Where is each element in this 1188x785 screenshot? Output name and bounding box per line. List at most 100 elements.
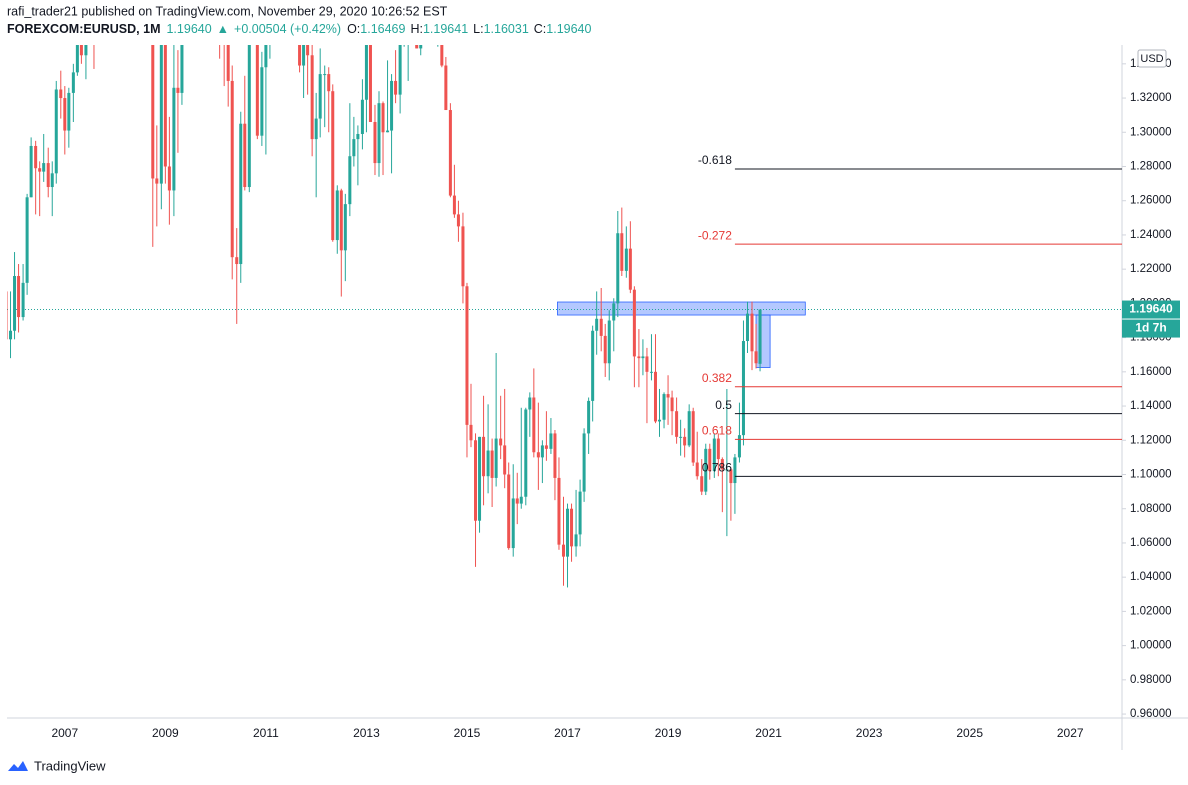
candle-body [163, 45, 167, 167]
author-line: rafi_trader21 published on TradingView.c… [7, 4, 448, 18]
logo [8, 761, 28, 771]
candle-body [649, 371, 653, 373]
candle-body [54, 89, 58, 174]
zone [755, 314, 771, 368]
countdown-label: 1d 7h [1135, 321, 1166, 335]
candle-body [448, 110, 452, 196]
last-price-label: 1.19640 [1129, 302, 1173, 316]
axes: 2007 2009 2011 2013 2015 2017 2019 2021 2023 2025… [51, 49, 1180, 740]
candle-body [456, 214, 460, 227]
y-tick-label: 1.02000 [1130, 605, 1172, 617]
candle-body [419, 45, 423, 49]
candle-body [662, 394, 666, 420]
change: +0.00504 (+0.42%) [234, 22, 341, 36]
candle-body [461, 226, 465, 287]
candle-body [511, 498, 515, 549]
candle-body [691, 411, 695, 463]
candle-body [264, 45, 268, 68]
candle-body [603, 335, 607, 364]
candle-body [364, 45, 368, 100]
fib-label: 0.5 [715, 398, 732, 412]
candle-body [444, 65, 448, 111]
candle-body [725, 469, 729, 471]
candle-body [452, 195, 456, 215]
candle-body [440, 45, 444, 66]
candle-body [591, 330, 595, 401]
x-tick-label: 2017 [554, 726, 581, 740]
candle-body [75, 45, 79, 73]
candle-body [38, 168, 42, 172]
candle-body [180, 45, 184, 93]
y-tick-label: 1.06000 [1130, 537, 1172, 549]
candle-body [226, 45, 230, 81]
candle-body [243, 123, 247, 188]
y-tick-label: 1.10000 [1130, 469, 1172, 481]
candle-body [737, 435, 741, 458]
l-label: L: [473, 22, 483, 36]
candle-body [616, 233, 620, 304]
candle-body [536, 452, 540, 458]
candle-body [314, 118, 318, 140]
candle-body [172, 87, 176, 191]
candle-body [323, 74, 327, 76]
candle-body [503, 445, 507, 475]
candle-body [59, 89, 63, 99]
candle-body [84, 45, 88, 56]
candle-body [474, 440, 478, 521]
candle-body [368, 45, 372, 123]
candle-body [544, 445, 548, 449]
symbol-line: FOREXCOM:EURUSD, 1M 1.19640 ▲ +0.00504 (+0.… [7, 22, 592, 36]
candle-body [327, 74, 331, 92]
candle-body [230, 80, 234, 258]
arrow: ▲ [217, 22, 229, 36]
candle-body [741, 341, 745, 436]
candle-body [339, 190, 343, 251]
candle-body [595, 318, 599, 331]
candle-body [653, 371, 657, 422]
candle-body [465, 286, 469, 425]
candle-body [310, 55, 314, 140]
x-tick-label: 2021 [755, 726, 782, 740]
candle-body [524, 409, 528, 497]
candle-body [151, 45, 155, 179]
candle-body [632, 289, 636, 357]
candle-body [637, 356, 641, 359]
y-tick-label: 1.32000 [1130, 92, 1172, 104]
fib-label: 0.618 [702, 424, 732, 438]
candle-body [398, 45, 402, 95]
candle-body [255, 45, 259, 136]
countdown-box [1122, 319, 1180, 338]
candle-body [624, 248, 628, 271]
candle-body [356, 133, 360, 140]
y-tick-label: 1.26000 [1130, 195, 1172, 207]
candle-body [540, 445, 544, 458]
candle-body [9, 330, 13, 340]
footer: TradingView [8, 758, 106, 773]
candle-body [482, 436, 486, 477]
candle-body [557, 477, 561, 545]
plot-area: -0.618 -0.272 0.382 0.5 0.618 0.786 [7, 45, 1122, 588]
last-price-box [1122, 300, 1180, 319]
candle-body [675, 411, 679, 437]
candle-body [750, 313, 754, 352]
y-tick-label: 1.30000 [1130, 126, 1172, 138]
h-label: H: [410, 22, 423, 36]
candle-body [670, 397, 674, 412]
candle-body [390, 80, 394, 131]
y-tick-label: 1.12000 [1130, 434, 1172, 446]
candle-body [695, 462, 699, 477]
fib-label: 0.382 [702, 371, 732, 385]
x-tick-label: 2023 [856, 726, 883, 740]
price: 1.19640 [166, 22, 211, 36]
candle-body [71, 72, 75, 93]
candle-body [360, 99, 364, 134]
candle-body [235, 257, 239, 265]
brand: TradingView [34, 758, 106, 773]
candle-body [381, 103, 385, 133]
candle-body [167, 166, 171, 191]
candle-body [42, 163, 46, 172]
candle-body [17, 276, 21, 318]
x-tick-label: 2025 [956, 726, 983, 740]
candle-body [306, 45, 310, 56]
